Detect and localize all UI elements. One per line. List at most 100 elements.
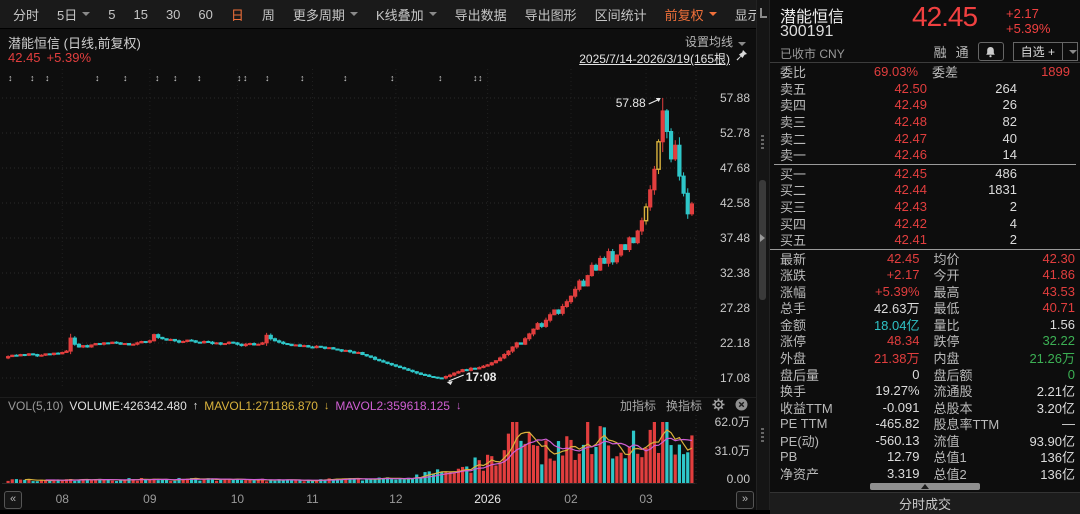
chevron-down-icon [708,12,717,16]
level-label: 卖五 [780,81,807,97]
stat-label: 盘后额 [933,367,973,383]
scroll-left-button[interactable]: « [4,491,22,509]
event-flag-icon[interactable]: ↕ [45,73,50,83]
panel-resize-handle [770,482,1080,492]
bid-row[interactable]: 买一 42.45 486 [770,165,1080,182]
scroll-right-button[interactable]: » [736,491,754,509]
event-flag-icon[interactable]: ↕ [438,73,443,83]
event-flag-icon[interactable]: ↕ [30,73,35,83]
toolbar-item-周[interactable]: 周 [253,0,284,28]
up-arrow-icon: ↑ [192,399,199,412]
margin-badge[interactable]: 融 [933,45,947,60]
event-flag-icon[interactable]: ↕ [197,73,202,83]
stat-row: 最新 42.45 均价 42.30 [770,250,1080,267]
candlestick-chart[interactable]: 57.88 17:08 57.88 52.78 47.68 42.58 37.48 32.38… [0,63,756,393]
bid-row[interactable]: 买四 42.42 4 [770,215,1080,232]
add-indicator-button[interactable]: 加指标 [619,399,656,413]
alert-bell-button[interactable] [977,42,1004,61]
toolbar-item-前复权[interactable]: 前复权 [656,0,726,28]
event-flag-icon[interactable]: ↕ [95,73,100,83]
bid-row[interactable]: 买五 42.41 2 [770,231,1080,248]
event-flag-icon[interactable]: ↕ [265,73,270,83]
bell-icon [986,46,995,57]
volume-chart[interactable]: 62.0万 31.0万 0.00 [0,415,756,487]
level-label: 卖二 [780,131,807,147]
event-flag-icon[interactable]: ↕ [473,73,478,83]
toolbar-item-K线叠加[interactable]: K线叠加 [367,0,446,28]
level-price: 42.41 [894,232,927,248]
event-flag-icon[interactable]: ↕ [173,73,178,83]
svg-text:0.00: 0.00 [727,472,751,486]
toolbar-item-更多周期[interactable]: 更多周期 [284,0,367,28]
chart-date-range[interactable]: 2025/7/14-2026/3/19(165根) [579,52,730,66]
stat-row: 涨幅 +5.39% 最高 43.53 [770,283,1080,300]
event-flag-icon[interactable]: ↕ [390,73,395,83]
chevron-down-icon [1068,49,1077,54]
toolbar-item-60[interactable]: 60 [189,0,221,28]
close-icon[interactable] [735,398,748,414]
level-price: 42.44 [894,182,927,198]
month-tick-label: 2026 [474,492,501,506]
tab-tick-trades[interactable]: 分时成交 [770,491,1080,514]
month-tick-label: 11 [306,492,319,506]
toolbar-item-30[interactable]: 30 [157,0,189,28]
ask-row[interactable]: 卖五 42.50 264 [770,80,1080,97]
level-quantity: 82 [1002,113,1017,129]
level-quantity: 486 [995,165,1017,181]
pin-icon[interactable] [735,49,748,67]
divider-scrollbar-thumb[interactable] [759,180,766,300]
event-flag-icon[interactable]: ↕ [243,73,248,83]
level-quantity: 40 [1002,130,1017,146]
ask-row[interactable]: 卖四 42.49 26 [770,97,1080,113]
ask-row[interactable]: 卖三 42.48 82 [770,113,1080,130]
svg-text:57.88: 57.88 [720,91,750,105]
ask-row[interactable]: 卖一 42.46 14 [770,146,1080,163]
event-flag-icon[interactable]: ↕ [155,73,160,83]
ask-row[interactable]: 卖二 42.47 40 [770,130,1080,147]
toolbar-item-5[interactable]: 5 [99,0,124,28]
month-tick-label: 12 [389,492,403,506]
watchlist-dropdown[interactable] [1062,43,1077,60]
level-quantity: 1831 [988,182,1017,198]
stat-value: 42.63万 [873,301,920,317]
toolbar-item-区间统计[interactable]: 区间统计 [586,0,656,28]
toolbar-item-5日[interactable]: 5日 [48,0,99,28]
svg-text:27.28: 27.28 [720,301,750,315]
ma-settings-dropdown[interactable]: 设置均线 [685,33,746,50]
stat-value: 42.45 [886,250,920,266]
bid-row[interactable]: 买三 42.43 2 [770,198,1080,215]
event-flag-icon[interactable]: ↕ [343,73,348,83]
panel-divider[interactable] [756,0,770,510]
toolbar-item-分时[interactable]: 分时 [4,0,48,28]
chart-price-line: 42.45 +5.39% [8,50,97,65]
event-flag-icon[interactable]: ↕ [478,73,483,83]
level-label: 买四 [780,216,807,232]
svg-text:47.68: 47.68 [720,161,750,175]
connect-badge[interactable]: 通 [955,45,969,60]
toolbar-item-日[interactable]: 日 [222,0,253,28]
level-price: 42.50 [894,80,927,96]
stat-label: 最低 [933,301,960,317]
drag-handle[interactable] [870,483,980,491]
stat-value: 3.20亿 [1036,400,1075,416]
event-flag-icon[interactable]: ↕ [123,73,128,83]
event-flag-icon[interactable]: ↕ [8,73,13,83]
level-quantity: 264 [995,80,1017,96]
stat-label: 涨停 [780,334,807,350]
gear-icon[interactable] [712,398,725,414]
event-flag-icon[interactable]: ↕ [300,73,305,83]
event-flag-icon[interactable]: ↕ [237,73,242,83]
stat-label: 总手 [780,301,807,317]
toolbar-item-15[interactable]: 15 [124,0,156,28]
stat-value: +5.39% [875,283,920,299]
level-label: 买五 [780,233,807,249]
toolbar-item-导出图形[interactable]: 导出图形 [516,0,586,28]
stat-value: 1.56 [1049,316,1075,332]
switch-indicator-button[interactable]: 换指标 [665,399,702,413]
weibi-label: 委差 [932,65,959,80]
stat-value: 40.71 [1042,300,1075,316]
add-watchlist-button[interactable]: 自选 + [1012,42,1078,61]
bid-row[interactable]: 买二 42.44 1831 [770,182,1080,198]
toolbar-item-导出数据[interactable]: 导出数据 [446,0,516,28]
